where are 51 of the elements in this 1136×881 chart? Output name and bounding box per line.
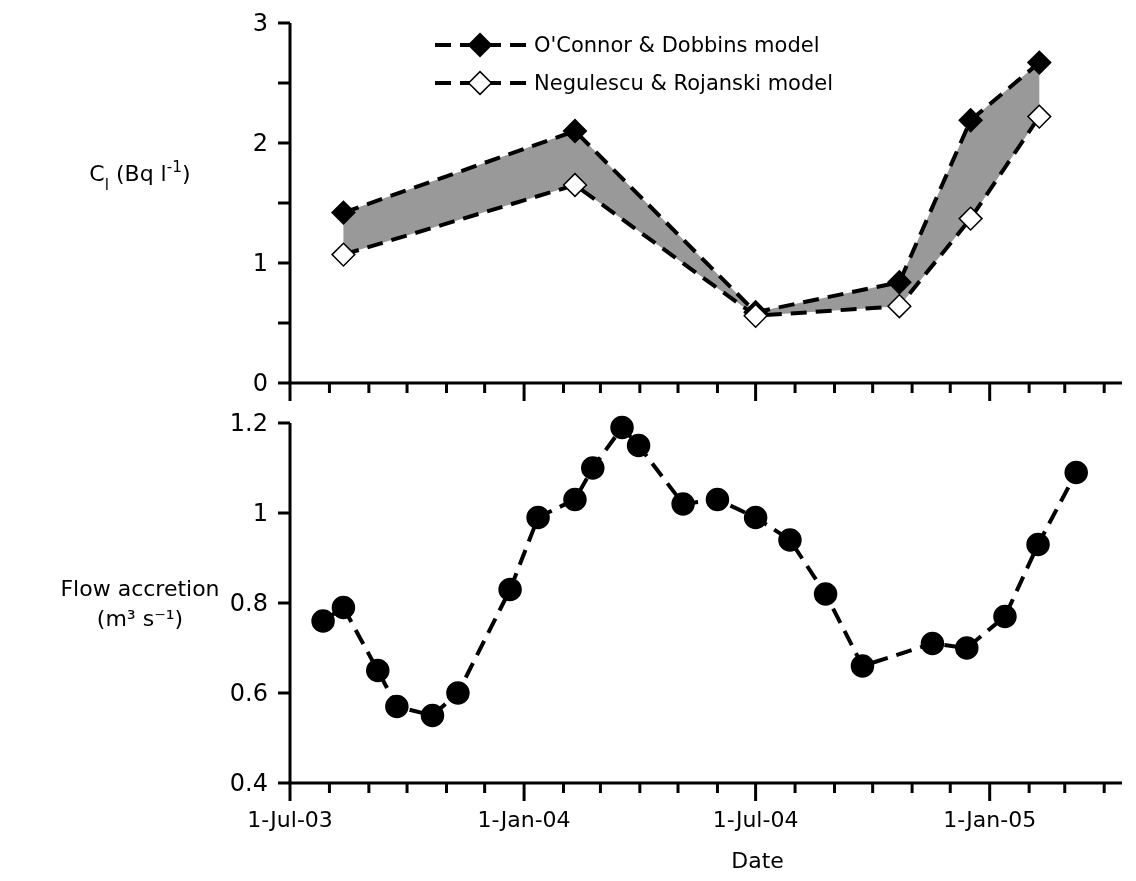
point (420, 703, 445, 728)
y-tick-label: 0.4 (229, 769, 268, 798)
legend-label: Negulescu & Rojanski model (534, 71, 834, 95)
x-tick-label: 1-Jul-04 (712, 807, 799, 832)
point (331, 242, 356, 267)
point (887, 294, 912, 319)
point (887, 270, 912, 295)
y-axis-title: C$_{l}$ (Bq l$^{-1}$) (89, 157, 191, 194)
point (331, 200, 356, 225)
point (626, 433, 651, 458)
point (581, 456, 605, 480)
point (1027, 50, 1052, 75)
y-tick-label: 1.2 (229, 409, 268, 438)
point (526, 505, 550, 530)
point (385, 694, 409, 719)
legend-label: O'Connor & Dobbins model (534, 33, 820, 57)
point (920, 631, 945, 656)
point (563, 487, 587, 512)
point (311, 609, 335, 633)
point (562, 172, 588, 198)
point (562, 118, 588, 144)
point (958, 108, 983, 133)
point (1064, 460, 1088, 485)
y-tick-label: 2 (252, 129, 268, 158)
point (705, 487, 730, 512)
point (498, 577, 522, 602)
y-tick-label: 0 (252, 369, 268, 398)
point (813, 582, 838, 606)
point (331, 595, 356, 620)
point (1026, 532, 1050, 557)
x-tick-label: 1-Jan-05 (943, 807, 1037, 832)
y-tick-label: 1 (252, 249, 268, 278)
point (850, 654, 875, 678)
y-tick-label: 3 (252, 9, 268, 38)
point (446, 681, 470, 705)
x-tick-label: 1-Jan-04 (477, 807, 571, 832)
y-tick-label: 0.8 (229, 589, 268, 618)
point (610, 415, 634, 440)
point (958, 206, 983, 231)
y-tick-label: 0.6 (229, 679, 268, 708)
point (955, 636, 979, 660)
point (778, 528, 802, 552)
point (743, 505, 768, 530)
x-tick-label: 1-Jul-03 (247, 807, 333, 832)
point (993, 604, 1017, 629)
x-axis-title: Date (731, 848, 784, 873)
y-axis-title: Flow accretion (m³ s⁻¹) (60, 575, 220, 631)
point (366, 658, 390, 683)
point (1027, 104, 1052, 129)
point (671, 492, 695, 516)
y-tick-label: 1 (252, 499, 268, 528)
